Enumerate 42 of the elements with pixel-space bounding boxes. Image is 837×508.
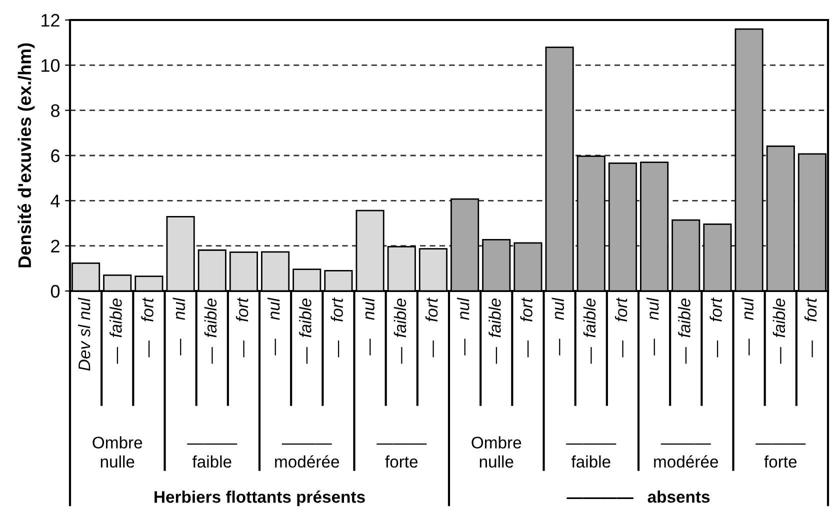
- x-tick-label: — fort: [520, 297, 532, 358]
- x-tick-label: — faible: [110, 298, 122, 364]
- y-tick-label: 0: [50, 284, 60, 298]
- x-tick-label: — nul: [362, 298, 375, 356]
- y-tick-label: 6: [51, 149, 60, 162]
- text: Herbiers flottants présents: [154, 490, 365, 506]
- x-tick-label: — faible: [583, 298, 596, 364]
- text: ——— modérée: [275, 444, 340, 468]
- x-tick-label: — faible: [299, 298, 312, 364]
- x-tick-label: — nul: [457, 298, 470, 356]
- x-tick-label: — faible: [772, 298, 786, 364]
- y-tick-label: 4: [50, 194, 60, 208]
- x-tick-label: — fort: [141, 297, 154, 358]
- y-axis-title: Densité d'exuvies (ex./hm): [18, 43, 35, 268]
- x-tick-label: — fort: [330, 297, 343, 358]
- text: ——— faible: [566, 444, 616, 468]
- text: ——— modérée: [654, 444, 718, 468]
- x-tick-label: — fort: [614, 297, 628, 358]
- text: ——— forte: [376, 444, 427, 468]
- text: ———— absents: [566, 490, 710, 503]
- text: ——— forte: [756, 444, 806, 468]
- text: ——— faible: [187, 444, 238, 468]
- y-tick-label: 10: [42, 59, 60, 72]
- x-tick-label: Dev sl nul: [78, 298, 90, 371]
- text: Ombre nulle: [92, 436, 142, 468]
- y-tick-label: 2: [51, 240, 60, 252]
- x-tick-label: — fort: [425, 297, 438, 358]
- y-tick-label: 8: [51, 104, 60, 118]
- x-tick-label: — fort: [236, 297, 248, 358]
- x-tick-label: — faible: [678, 298, 690, 364]
- x-tick-label: — nul: [268, 298, 280, 356]
- x-tick-label: — nul: [646, 298, 659, 356]
- x-tick-label: — faible: [488, 298, 501, 364]
- x-tick-label: — fort: [804, 297, 817, 358]
- y-tick-label: 12: [42, 14, 60, 27]
- x-tick-label: — faible: [394, 298, 406, 364]
- x-tick-label: — fort: [710, 297, 722, 358]
- x-tick-label: — faible: [204, 298, 217, 364]
- text: Ombre nulle: [472, 436, 522, 468]
- x-tick-label: — nul: [741, 298, 754, 356]
- x-tick-label: — nul: [552, 298, 564, 356]
- x-tick-label: — nul: [172, 298, 186, 356]
